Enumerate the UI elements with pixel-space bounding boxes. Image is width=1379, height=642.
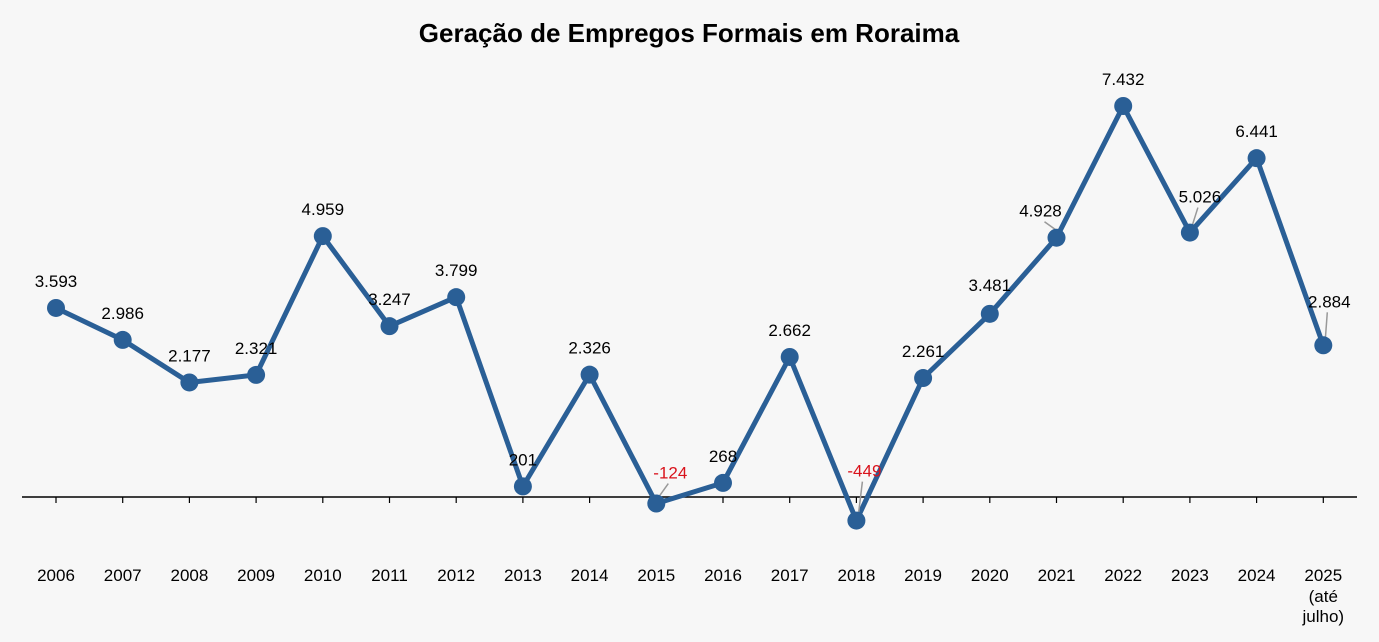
data-label: 7.432 bbox=[1102, 70, 1145, 89]
data-point bbox=[714, 473, 732, 492]
data-point bbox=[180, 373, 199, 392]
x-axis-tick-labels: 2006 2007 2008 2009 2010 2011 2012 2013 2014 2015… bbox=[37, 566, 1344, 626]
chart-title: Geração de Empregos Formais em Roraima bbox=[419, 18, 960, 48]
x-tick-label: 2007 bbox=[104, 566, 142, 585]
x-tick-sublabel: julho) bbox=[1302, 607, 1345, 626]
data-label: 2.177 bbox=[168, 346, 211, 365]
x-tick-label: 2022 bbox=[1104, 566, 1142, 585]
x-tick-label: 2018 bbox=[837, 566, 875, 585]
x-axis-ticks bbox=[55, 497, 1324, 503]
data-point bbox=[447, 288, 466, 307]
x-tick-label: 2023 bbox=[1171, 566, 1209, 585]
x-tick-label: 2021 bbox=[1038, 566, 1076, 585]
data-label: 2.261 bbox=[902, 342, 945, 361]
data-label: 2.326 bbox=[568, 339, 611, 358]
x-tick-label: 2016 bbox=[704, 566, 742, 585]
data-point bbox=[247, 365, 266, 384]
data-point bbox=[580, 365, 599, 384]
data-point bbox=[1247, 149, 1266, 168]
x-tick-label: 2017 bbox=[771, 566, 809, 585]
series-line bbox=[53, 103, 1326, 524]
x-tick-label: 2010 bbox=[304, 566, 342, 585]
data-label: -124 bbox=[653, 464, 687, 483]
data-point bbox=[313, 227, 332, 246]
data-point bbox=[647, 494, 666, 513]
data-point bbox=[914, 369, 933, 388]
x-tick-label: 2015 bbox=[637, 566, 675, 585]
data-label: 2.986 bbox=[101, 304, 144, 323]
data-label: 201 bbox=[509, 450, 537, 469]
data-point bbox=[513, 477, 532, 496]
data-label: 268 bbox=[709, 447, 737, 466]
data-label: 2.662 bbox=[768, 321, 811, 340]
data-label: 3.593 bbox=[35, 272, 78, 291]
data-label: 3.247 bbox=[368, 290, 411, 309]
x-tick-label: 2025 bbox=[1304, 566, 1342, 585]
data-label: 3.481 bbox=[969, 276, 1012, 295]
data-point bbox=[1180, 223, 1199, 242]
data-label: 3.799 bbox=[435, 261, 478, 280]
data-point bbox=[980, 304, 999, 323]
data-point bbox=[847, 511, 866, 530]
x-tick-sublabel: (até bbox=[1309, 587, 1338, 606]
data-markers bbox=[47, 97, 1333, 530]
data-point bbox=[47, 298, 65, 317]
data-label: -449 bbox=[847, 462, 881, 481]
x-tick-label: 2009 bbox=[237, 566, 275, 585]
data-point bbox=[1314, 336, 1333, 355]
data-label: 4.928 bbox=[1019, 202, 1062, 221]
data-label: 4.959 bbox=[302, 200, 345, 219]
data-label: 6.441 bbox=[1235, 122, 1278, 141]
data-label: 2.321 bbox=[235, 339, 278, 358]
data-label: 2.884 bbox=[1308, 292, 1351, 311]
data-label: 5.026 bbox=[1179, 188, 1222, 207]
data-point bbox=[1114, 97, 1133, 115]
data-point bbox=[780, 347, 799, 366]
label-leader-line bbox=[1191, 207, 1199, 227]
x-tick-label: 2013 bbox=[504, 566, 542, 585]
x-tick-label: 2019 bbox=[904, 566, 942, 585]
x-tick-label: 2012 bbox=[437, 566, 475, 585]
data-labels: 3.593 2.986 2.177 2.321 4.959 3.247 3.799 201 2.… bbox=[35, 70, 1351, 483]
x-tick-label: 2006 bbox=[37, 566, 75, 585]
label-leader-lines bbox=[657, 207, 1329, 515]
x-tick-label: 2024 bbox=[1238, 566, 1276, 585]
data-point bbox=[380, 317, 399, 336]
x-tick-label: 2020 bbox=[971, 566, 1009, 585]
data-point bbox=[1047, 228, 1066, 247]
x-tick-label: 2014 bbox=[571, 566, 609, 585]
x-tick-label: 2011 bbox=[371, 566, 408, 585]
x-tick-label: 2008 bbox=[170, 566, 208, 585]
label-leader-line bbox=[1324, 312, 1329, 340]
data-point bbox=[113, 330, 132, 349]
label-leader-line bbox=[857, 481, 864, 515]
label-leader-line bbox=[657, 483, 669, 498]
